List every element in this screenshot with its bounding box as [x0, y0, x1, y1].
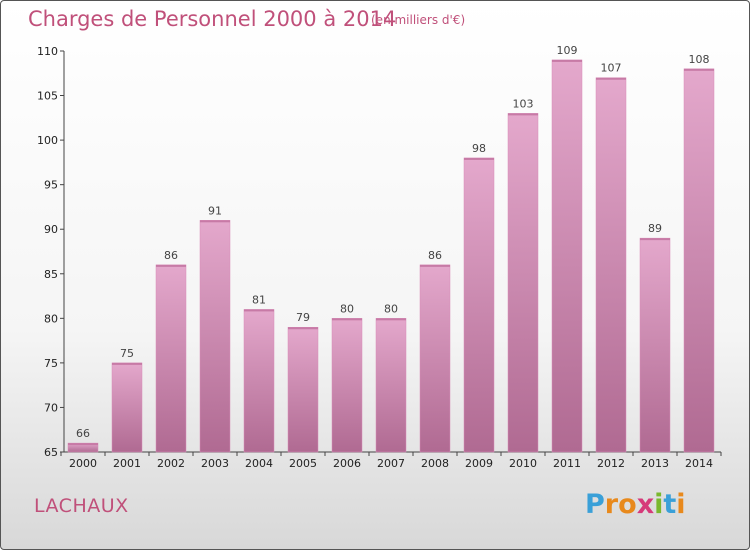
bar-2004 [243, 309, 275, 453]
y-tick-label: 90 [44, 223, 58, 236]
bar-2007 [375, 318, 407, 453]
data-label-2013: 89 [648, 222, 662, 235]
x-tick-label-2003: 2003 [201, 457, 229, 470]
bar-2002 [155, 264, 187, 453]
x-tick-label-2011: 2011 [553, 457, 581, 470]
y-tick-label: 80 [44, 312, 58, 325]
x-tick-label-2002: 2002 [157, 457, 185, 470]
y-tick-label: 85 [44, 268, 58, 281]
bars: 66 2000 75 2001 86 2002 91 2003 81 2004 79 2005 80 20… [67, 44, 715, 470]
data-label-2002: 86 [164, 249, 178, 262]
data-label-2007: 80 [384, 302, 398, 315]
y-tick-label: 110 [37, 45, 58, 58]
bar-2014 [683, 68, 715, 453]
bar-2005 [287, 326, 319, 453]
data-label-2008: 86 [428, 249, 442, 262]
x-tick-label-2012: 2012 [597, 457, 625, 470]
bar-top-edge [552, 59, 582, 62]
bar-top-edge [464, 157, 494, 160]
data-label-2010: 103 [513, 97, 534, 110]
chart-title: Charges de Personnel 2000 à 2014 [28, 7, 397, 31]
x-tick-label-2005: 2005 [289, 457, 317, 470]
x-tick-label-2010: 2010 [509, 457, 537, 470]
data-label-2000: 66 [76, 427, 90, 440]
bar-top-edge [68, 443, 98, 446]
bar-2012 [595, 77, 627, 453]
logo-letter: o [618, 489, 637, 520]
bar-2009 [463, 157, 495, 453]
bar-top-edge [244, 309, 274, 312]
y-tick-label: 65 [44, 446, 58, 459]
x-tick-label-2007: 2007 [377, 457, 405, 470]
x-tick-label-2001: 2001 [113, 457, 141, 470]
y-tick-label: 70 [44, 401, 58, 414]
data-label-2014: 108 [689, 53, 710, 66]
bar-2013 [639, 237, 671, 453]
bar-top-edge [288, 327, 318, 330]
bar-2006 [331, 318, 363, 453]
bar-top-edge [508, 113, 538, 116]
bar-top-edge [596, 77, 626, 80]
bar-top-edge [640, 238, 670, 241]
proxiti-logo[interactable]: Proxiti [585, 489, 686, 520]
logo-letter: t [663, 489, 677, 520]
data-label-2012: 107 [601, 62, 622, 75]
y-tick-label: 95 [44, 179, 58, 192]
y-tick-label: 105 [37, 90, 58, 103]
x-tick-label-2014: 2014 [685, 457, 713, 470]
data-label-2005: 79 [296, 311, 310, 324]
bar-2011 [551, 59, 583, 453]
axes: 65 70 75 80 85 90 95 100 105 110 [37, 45, 722, 459]
y-tick-label: 75 [44, 357, 58, 370]
data-label-2006: 80 [340, 302, 354, 315]
chart-subtitle: (en milliers d'€) [371, 13, 466, 27]
x-tick-label-2013: 2013 [641, 457, 669, 470]
data-label-2011: 109 [557, 44, 578, 57]
bar-top-edge [156, 264, 186, 267]
logo-letter: i [654, 489, 664, 520]
data-label-2009: 98 [472, 142, 486, 155]
logo-letter: x [636, 489, 655, 520]
logo-letter: P [585, 489, 605, 520]
bar-2003 [199, 220, 231, 453]
x-tick-label-2006: 2006 [333, 457, 361, 470]
logo-letter: r [604, 489, 619, 520]
bar-top-edge [684, 68, 714, 71]
bar-2010 [507, 113, 539, 453]
data-label-2003: 91 [208, 204, 222, 217]
y-tick-label: 100 [37, 134, 58, 147]
bar-top-edge [112, 362, 142, 365]
logo-letter: i [676, 489, 686, 520]
bar-top-edge [332, 318, 362, 321]
x-tick-label-2009: 2009 [465, 457, 493, 470]
commune-name: LACHAUX [34, 495, 129, 517]
data-label-2001: 75 [120, 347, 134, 360]
bar-2008 [419, 264, 451, 453]
bar-top-edge [376, 318, 406, 321]
x-tick-label-2008: 2008 [421, 457, 449, 470]
bar-top-edge [420, 264, 450, 267]
bar-2001 [111, 362, 143, 453]
x-tick-label-2000: 2000 [69, 457, 97, 470]
bar-top-edge [200, 220, 230, 223]
x-tick-label-2004: 2004 [245, 457, 273, 470]
data-label-2004: 81 [252, 293, 266, 306]
